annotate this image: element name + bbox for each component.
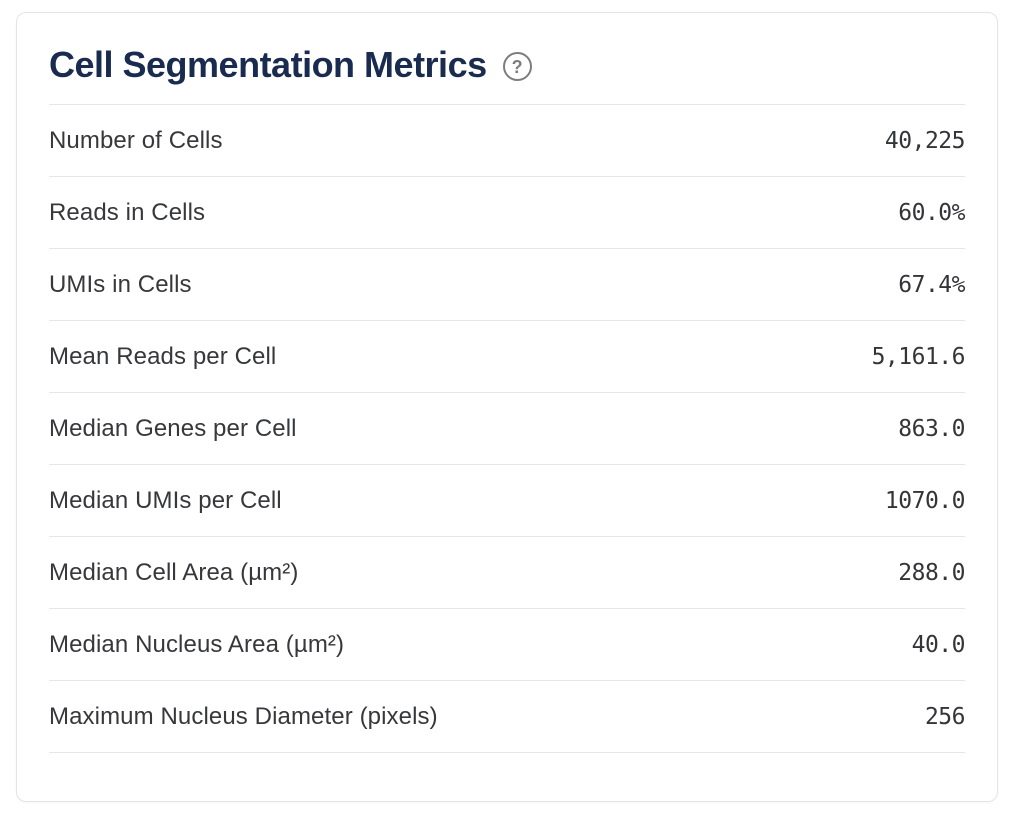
metric-value: 40,225: [884, 127, 966, 154]
metric-label: Median UMIs per Cell: [49, 486, 282, 514]
metric-label: Median Cell Area (µm²): [49, 558, 299, 586]
metric-row: Median Genes per Cell 863.0: [49, 393, 965, 466]
metric-row: Median Nucleus Area (µm²) 40.0: [49, 609, 966, 682]
question-mark-circle-icon[interactable]: ?: [502, 52, 532, 82]
metric-label: Number of Cells: [49, 126, 223, 154]
metric-value: 256: [924, 703, 966, 730]
metric-row: Maximum Nucleus Diameter (pixels) 256: [49, 681, 966, 754]
metric-value: 5,161.6: [871, 343, 966, 370]
metric-value: 863.0: [898, 415, 965, 442]
metric-value: 60.0%: [898, 199, 965, 226]
metric-row: Median UMIs per Cell 1070.0: [49, 465, 966, 538]
metrics-table: Number of Cells 40,225 Reads in Cells 60…: [49, 105, 966, 754]
metric-value: 1070.0: [884, 487, 966, 514]
metric-row: Number of Cells 40,225: [49, 105, 966, 178]
metric-row: Mean Reads per Cell 5,161.6: [49, 321, 966, 394]
metric-label: Reads in Cells: [49, 198, 206, 226]
metric-label: Maximum Nucleus Diameter (pixels): [49, 702, 438, 730]
metric-value: 67.4%: [898, 271, 965, 298]
metric-row: UMIs in Cells 67.4%: [49, 249, 965, 322]
card-header: Cell Segmentation Metrics ?: [49, 13, 965, 106]
metric-label: UMIs in Cells: [49, 270, 192, 298]
metric-row: Median Cell Area (µm²) 288.0: [49, 537, 965, 610]
metric-label: Median Nucleus Area (µm²): [49, 630, 345, 658]
metric-label: Median Genes per Cell: [49, 414, 297, 442]
metric-value: 288.0: [898, 559, 965, 586]
cell-segmentation-metrics-card: Cell Segmentation Metrics ? Number of Ce…: [16, 12, 998, 802]
metric-value: 40.0: [911, 631, 966, 658]
metric-label: Mean Reads per Cell: [49, 342, 277, 370]
metric-row: Reads in Cells 60.0%: [49, 177, 965, 250]
card-title: Cell Segmentation Metrics: [49, 44, 487, 85]
